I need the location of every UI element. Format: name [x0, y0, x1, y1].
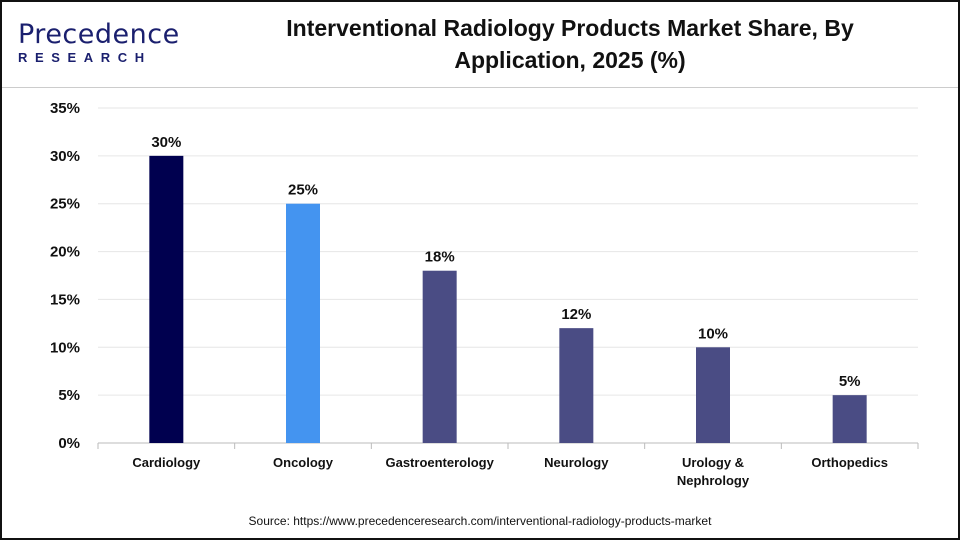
x-tick-label: Cardiology	[132, 455, 201, 470]
x-tick-label: Oncology	[273, 455, 334, 470]
data-label: 10%	[698, 325, 728, 342]
chart-title-line1: Interventional Radiology Products Market…	[286, 15, 854, 41]
logo-line1: Precedence	[18, 19, 180, 50]
chart-title: Interventional Radiology Products Market…	[200, 12, 940, 76]
y-tick-label: 5%	[58, 387, 80, 404]
source-note: Source: https://www.precedenceresearch.c…	[248, 514, 712, 528]
bar-oncology	[286, 203, 320, 443]
precedence-research-logo: Precedence RESEARCH	[18, 19, 180, 65]
x-tick-label: Neurology	[544, 455, 609, 470]
x-tick-label: Gastroenterology	[385, 455, 494, 470]
x-tick-label: Urology &	[682, 455, 744, 470]
y-tick-label: 15%	[50, 291, 80, 308]
bar-gastroenterology	[422, 270, 457, 443]
y-tick-label: 30%	[50, 148, 80, 165]
x-tick-label: Orthopedics	[811, 455, 888, 470]
data-label: 5%	[839, 373, 861, 390]
bar-cardiology	[149, 155, 184, 443]
logo-line2: RESEARCH	[18, 50, 152, 65]
data-label: 25%	[288, 182, 318, 199]
data-label: 18%	[425, 249, 455, 266]
bar-urology-nephrology	[696, 347, 730, 443]
y-tick-label: 20%	[50, 244, 80, 261]
y-tick-label: 35%	[50, 100, 80, 117]
data-label: 12%	[561, 306, 591, 323]
header-divider	[2, 87, 958, 88]
x-tick-label: Nephrology	[677, 473, 750, 488]
bar-neurology	[559, 328, 594, 443]
y-tick-label: 25%	[50, 196, 80, 213]
y-tick-label: 10%	[50, 339, 80, 356]
y-tick-label: 0%	[58, 435, 80, 452]
data-label: 30%	[151, 134, 181, 151]
chart-title-line2: Application, 2025 (%)	[454, 47, 686, 73]
bar-orthopedics	[832, 395, 867, 443]
